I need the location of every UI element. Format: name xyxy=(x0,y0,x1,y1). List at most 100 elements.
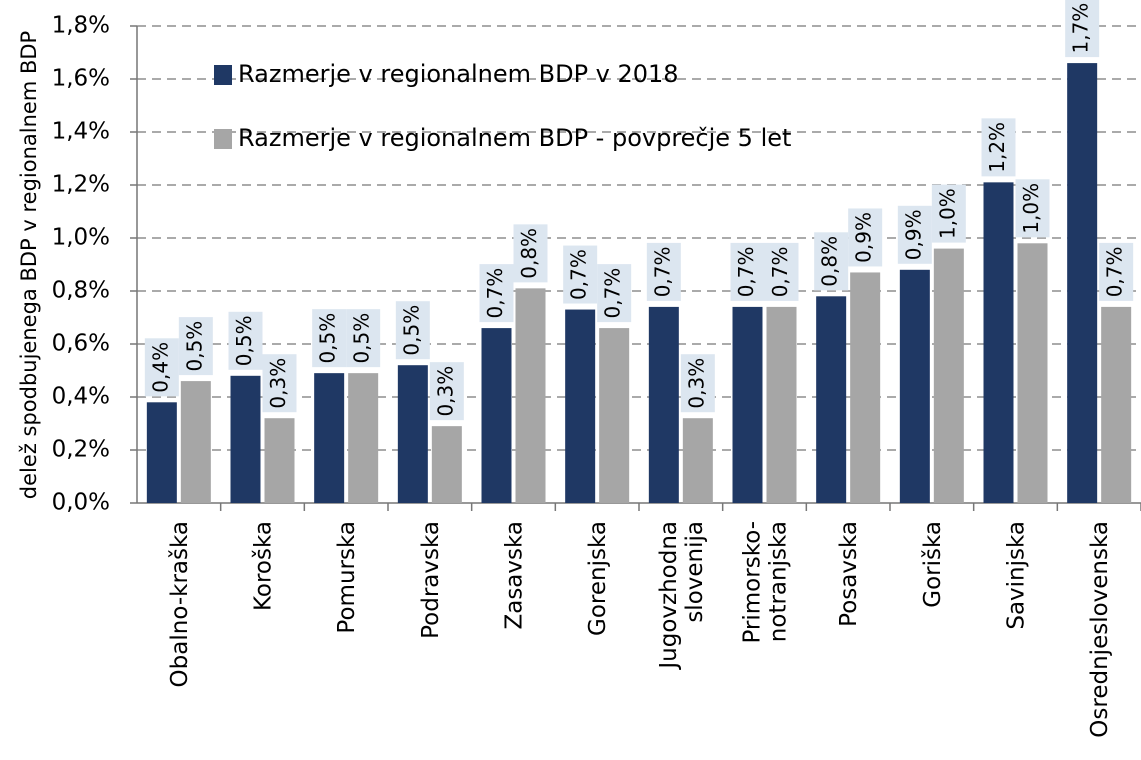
value-label-box xyxy=(312,309,347,368)
value-label-box xyxy=(730,242,765,301)
value-label-box xyxy=(144,338,179,397)
x-tick-label: Pomurska xyxy=(334,521,360,634)
bar xyxy=(314,373,345,503)
x-tick-label: Goriška xyxy=(920,521,946,608)
value-label-box xyxy=(646,242,681,301)
x-tick-label: Zasavska xyxy=(502,521,528,630)
bar xyxy=(180,381,211,503)
bar xyxy=(599,328,630,503)
bar xyxy=(481,328,512,503)
bar xyxy=(648,306,679,503)
value-label: 0,7% xyxy=(734,246,758,297)
y-tick-label: 1,0% xyxy=(52,225,110,251)
bar xyxy=(230,375,261,503)
value-label: 0,8% xyxy=(818,236,842,287)
bar xyxy=(431,426,462,503)
bar xyxy=(348,373,379,503)
y-tick-label: 1,6% xyxy=(52,66,110,92)
value-label-box xyxy=(1065,0,1100,58)
y-tick-label: 0,8% xyxy=(52,278,110,304)
value-label-box xyxy=(1015,179,1050,238)
value-label: 0,7% xyxy=(1103,246,1127,297)
value-label: 0,8% xyxy=(517,228,541,279)
y-tick-label: 1,8% xyxy=(52,13,110,39)
bar xyxy=(682,418,713,503)
value-label: 0,7% xyxy=(567,249,591,300)
x-tick-label: Koroška xyxy=(251,521,277,611)
x-tick-label: Primorsko-notranjska xyxy=(740,521,792,644)
bar xyxy=(983,182,1014,503)
value-label: 0,5% xyxy=(316,313,340,364)
value-label: 0,3% xyxy=(433,366,457,417)
legend-label: Razmerje v regionalnem BDP v 2018 xyxy=(238,60,679,88)
value-label: 0,7% xyxy=(601,268,625,319)
bar xyxy=(397,365,428,503)
legend-swatch xyxy=(214,65,232,85)
value-label: 1,2% xyxy=(985,122,1009,173)
value-label: 1,0% xyxy=(935,188,959,239)
value-label-box xyxy=(848,208,883,267)
value-label-box xyxy=(513,224,548,283)
y-tick-label: 1,4% xyxy=(52,119,110,145)
value-label: 0,9% xyxy=(901,209,925,260)
bar xyxy=(1067,63,1098,503)
x-tick-label: Savinjska xyxy=(1004,521,1030,630)
value-label: 1,7% xyxy=(1069,3,1093,54)
bar xyxy=(850,272,881,503)
bar xyxy=(933,248,964,503)
bar xyxy=(899,269,930,503)
value-label-box xyxy=(479,264,514,323)
value-label: 0,7% xyxy=(768,246,792,297)
value-label: 0,3% xyxy=(684,358,708,409)
value-label: 0,5% xyxy=(399,305,423,356)
bar xyxy=(264,418,295,503)
x-tick-label: Gorenjska xyxy=(585,521,611,636)
value-label-box xyxy=(597,264,632,323)
bar xyxy=(766,306,797,503)
value-label-box xyxy=(1099,242,1134,301)
bar xyxy=(146,402,177,503)
bar xyxy=(565,309,596,503)
x-tick-label: Posavska xyxy=(836,521,862,627)
value-label: 0,7% xyxy=(650,246,674,297)
x-tick-label: Podravska xyxy=(418,521,444,639)
value-label: 0,9% xyxy=(852,212,876,263)
bar xyxy=(1101,306,1132,503)
value-label-box xyxy=(680,354,715,413)
y-tick-label: 0,6% xyxy=(52,331,110,357)
y-tick-label: 0,2% xyxy=(52,437,110,463)
y-tick-label: 0,4% xyxy=(52,384,110,410)
value-label-box xyxy=(262,354,297,413)
x-tick-label: Osrednjeslovenska xyxy=(1087,521,1113,738)
x-tick-label: Jugovzhodnaslovenija xyxy=(656,521,708,671)
value-label-box xyxy=(897,205,932,264)
value-label-box xyxy=(178,317,213,376)
value-label-box xyxy=(981,118,1016,177)
value-label: 0,4% xyxy=(148,342,172,393)
legend-label: Razmerje v regionalnem BDP - povprečje 5… xyxy=(238,124,791,152)
value-label: 0,5% xyxy=(182,321,206,372)
y-tick-label: 0,0% xyxy=(52,490,110,516)
value-label-box xyxy=(228,311,263,370)
x-tick-label: Obalno-kraška xyxy=(167,521,193,687)
y-tick-label: 1,2% xyxy=(52,172,110,198)
value-label-box xyxy=(563,245,598,304)
value-label-box xyxy=(346,309,381,368)
value-label: 1,0% xyxy=(1019,183,1043,234)
value-label: 0,5% xyxy=(232,315,256,366)
value-label-box xyxy=(395,301,430,360)
value-label: 0,7% xyxy=(483,268,507,319)
value-label-box xyxy=(931,184,966,243)
bar xyxy=(732,306,763,503)
value-label: 0,5% xyxy=(350,313,374,364)
value-label: 0,3% xyxy=(266,358,290,409)
value-label-box xyxy=(429,362,464,421)
bar xyxy=(515,288,546,503)
bar xyxy=(1017,243,1048,504)
value-label-box xyxy=(764,242,799,301)
value-label-box xyxy=(814,232,849,291)
bar xyxy=(816,296,847,503)
legend-swatch xyxy=(214,129,232,149)
y-axis-label: delež spodbujenega BDP v regionalnem BDP xyxy=(17,31,41,499)
